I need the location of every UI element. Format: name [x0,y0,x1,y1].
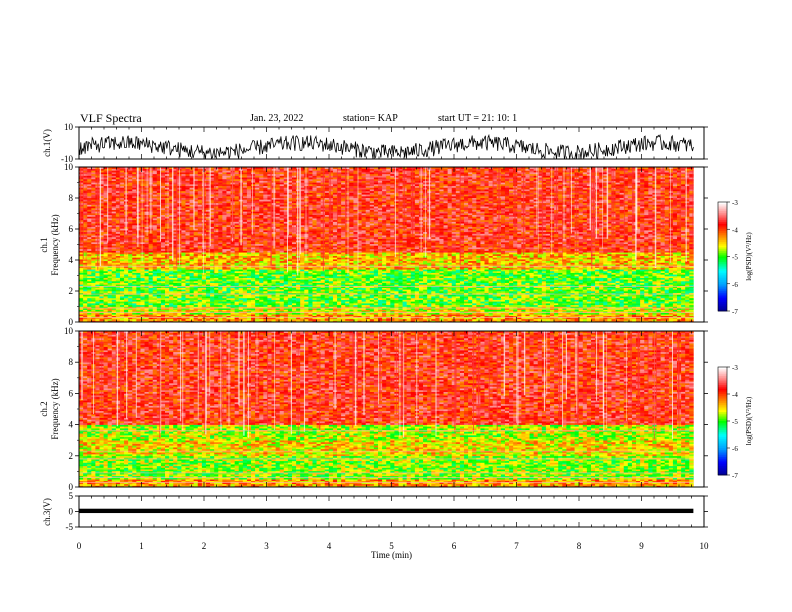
xaxis-label: Time (min) [371,550,412,560]
xtick-label: 10 [700,541,710,551]
colorbar-tick: -7 [732,472,738,480]
xtick-label: 1 [139,541,144,551]
ch1-trace [78,133,694,160]
colorbar-tick: -7 [732,308,738,316]
xtick-label: 9 [639,541,644,551]
ytick-label: 4 [69,420,74,430]
colorbar-tick: -5 [732,254,738,262]
ytick-label: 5 [69,491,74,501]
ytick-label: 10 [64,122,74,132]
colorbar-tick: -3 [732,364,738,372]
ch2-spec-ylabel: ch.2 [39,401,49,416]
plot-title: VLF Spectra [80,111,142,126]
xtick-label: 6 [452,541,457,551]
ytick-label: 4 [69,255,74,265]
ytick-label: -5 [66,522,74,532]
ch3-trace [79,508,694,514]
colorbar-tick: -5 [732,418,738,426]
ch1-spec-ylabel: ch.1 [39,237,49,252]
xtick-label: 4 [327,541,332,551]
xtick-label: 5 [389,541,394,551]
ytick-label: -10 [61,154,73,164]
colorbar-tick: -3 [732,199,738,207]
freq-ylabel-2: Frequency (kHz) [50,378,60,439]
start-time-label: start UT = 21: 10: 1 [438,113,517,124]
ch1-ylabel: ch.1(V) [42,129,52,157]
ytick-label: 8 [69,193,74,203]
ch3-ylabel: ch.3(V) [42,498,52,526]
colorbar-ch2 [718,367,727,476]
xtick-label: 2 [202,541,207,551]
xtick-label: 7 [514,541,519,551]
colorbar-tick: -4 [732,391,738,399]
ytick-label: 10 [64,326,74,336]
colorbar-tick: -6 [732,445,738,453]
xtick-label: 8 [577,541,582,551]
xtick-label: 3 [264,541,269,551]
colorbar-tick: -4 [732,226,738,234]
date-label: Jan. 23, 2022 [250,113,303,124]
ytick-label: 6 [69,388,74,398]
ytick-label: 2 [69,286,74,296]
colorbar-label: log(PSD)(V²/Hz) [745,396,753,445]
ytick-label: 8 [69,357,74,367]
spectrogram-ch2 [79,331,694,488]
colorbar-ch1 [718,202,727,312]
freq-ylabel-1: Frequency (kHz) [50,214,60,275]
colorbar-tick: -6 [732,281,738,289]
ytick-label: 2 [69,451,74,461]
ytick-label: 0 [69,482,74,492]
colorbar-label: log(PSD)(V²/Hz) [745,232,753,281]
ytick-label: 6 [69,224,74,234]
xtick-label: 0 [77,541,82,551]
ytick-label: 0 [69,317,74,327]
ytick-label: 10 [64,162,74,172]
station-label: station= KAP [343,113,398,124]
ytick-label: 0 [69,507,74,517]
spectrogram-ch1 [79,167,694,323]
